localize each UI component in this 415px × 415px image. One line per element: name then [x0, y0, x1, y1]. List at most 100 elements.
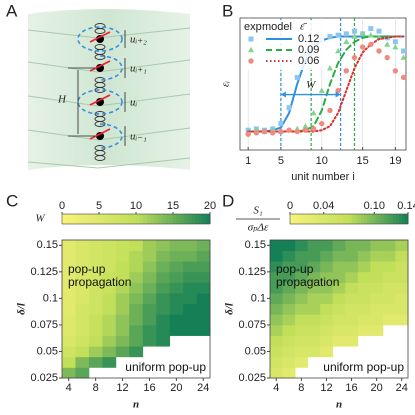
y-axis-label: δ/l: [224, 302, 236, 315]
heatmap-cell: [102, 356, 117, 368]
heatmap-cell: [115, 261, 130, 273]
heatmap-cell: [196, 293, 211, 305]
heatmap-cell: [129, 293, 144, 305]
heatmap-cell: [88, 356, 103, 368]
colorbar-step: [147, 214, 152, 224]
colorbar-step: [139, 214, 144, 224]
heatmap-cell: [332, 282, 346, 294]
arrows: [89, 31, 111, 140]
exp-point: [351, 28, 357, 34]
exp-point: [261, 128, 268, 135]
exp-point: [294, 74, 300, 80]
heatmap-cell: [88, 250, 103, 262]
heatmap-cell: [295, 293, 309, 305]
heatmap-cell: [75, 303, 90, 315]
heatmap-cell: [282, 293, 296, 305]
colorbar-tick-label: 20: [204, 200, 216, 212]
heatmap-cell: [282, 250, 296, 262]
heatmap-cell: [115, 240, 130, 252]
heatmap-cell: [320, 335, 334, 347]
colorbar-step: [69, 214, 74, 224]
heatmap-cell: [129, 261, 144, 273]
heatmap-cell: [270, 346, 283, 358]
colorbar-step: [76, 214, 81, 224]
heatmap-cell: [115, 293, 130, 305]
heatmap-cell: [142, 335, 157, 347]
heatmap-cell: [142, 303, 157, 315]
heatmap-cell: [295, 250, 309, 262]
colorbar-step: [62, 214, 67, 224]
heatmap-cell: [196, 240, 211, 252]
colorbar-step: [334, 214, 338, 224]
heatmap-cell: [102, 240, 117, 252]
legend-marker: [248, 36, 254, 42]
y-tick-label: 0.15: [245, 239, 266, 251]
colorbar-step: [117, 214, 122, 224]
heatmap-cell: [115, 324, 130, 336]
heatmap-cell: [75, 250, 90, 262]
heatmap-cell: [169, 303, 184, 315]
colorbar-step: [393, 214, 397, 224]
legend-marker: [248, 58, 254, 64]
heatmap-cell: [156, 240, 171, 252]
heatmap-cell: [129, 250, 144, 262]
exp-point: [302, 123, 309, 129]
heatmap-cell: [345, 293, 359, 305]
colorbar-step: [313, 214, 318, 224]
colorbar-step: [396, 214, 400, 224]
annotation: uniform pop-up: [323, 360, 404, 374]
y-tick-label: 0.15: [37, 239, 58, 251]
annotation: pop-up: [68, 262, 106, 276]
heatmap-cell: [370, 240, 384, 252]
heatmap-cell: [183, 303, 197, 315]
exp-point: [392, 39, 398, 45]
heatmap-cell: [196, 303, 211, 315]
heatmap-cell: [357, 293, 371, 305]
heatmap-cell: [395, 261, 409, 273]
heatmap-cell: [345, 314, 359, 326]
heatmap-cell: [320, 271, 334, 283]
exp-point: [392, 68, 399, 74]
panel-label: C: [6, 191, 18, 210]
heatmap-cell: [282, 314, 296, 326]
heatmap-cell: [270, 240, 283, 252]
heatmap-cell: [320, 240, 334, 252]
heatmap-cell: [282, 356, 296, 368]
colorbar-step: [143, 214, 148, 224]
heatmap-cell: [282, 303, 296, 315]
heatmap-cell: [307, 250, 321, 262]
heatmap-cell: [142, 324, 157, 336]
heatmap-cell: [345, 282, 359, 294]
colorbar-step: [381, 214, 385, 224]
x-axis-label: n: [336, 399, 342, 411]
colorbar-step: [337, 214, 341, 224]
heatmap-cell: [395, 293, 409, 305]
heatmap-cell: [345, 303, 359, 315]
colorbar-step: [132, 214, 137, 224]
heatmap-cell: [129, 240, 144, 252]
x-tick-label: 12: [320, 382, 332, 394]
colorbar-step: [173, 214, 178, 224]
colorbar-step: [113, 214, 118, 224]
exp-point: [270, 130, 276, 136]
colorbar-step: [298, 214, 303, 224]
heatmap-cell: [382, 303, 396, 315]
heatmap-cell: [62, 303, 76, 315]
y-tick-label: 0.025: [30, 372, 58, 384]
colorbar-step: [316, 214, 320, 224]
heatmap-cell: [88, 282, 103, 294]
x-axis-label: n: [133, 399, 139, 411]
heatmap-cell: [102, 250, 117, 262]
heatmap-cell: [129, 335, 144, 347]
displacement-label: uᵢ₋₁: [130, 131, 147, 143]
heatmap-cell: [320, 324, 334, 336]
heatmap-cell: [370, 303, 384, 315]
heatmap-cell: [282, 346, 296, 358]
heatmap-cell: [75, 346, 90, 358]
heatmap-cell: [270, 271, 283, 283]
heatmap-cell: [332, 324, 346, 336]
exp-point: [278, 121, 284, 127]
heatmap-cell: [102, 314, 117, 326]
legend-item: 0.06: [248, 55, 319, 67]
heatmap-cell: [295, 271, 309, 283]
